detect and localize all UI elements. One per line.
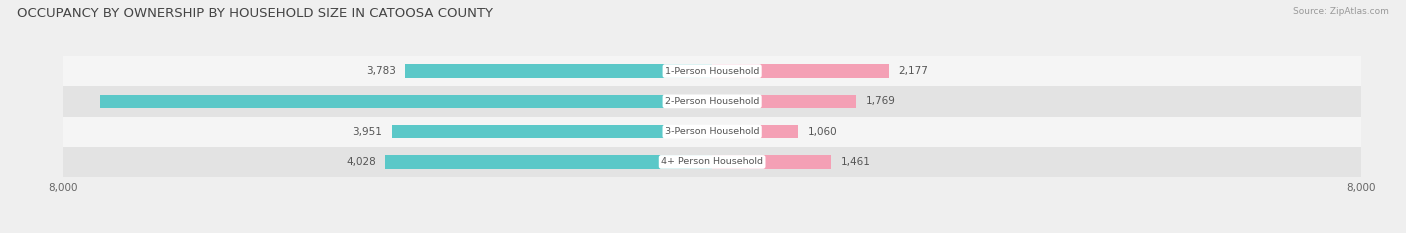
Bar	[63, 56, 1361, 86]
Bar	[63, 116, 1361, 147]
Text: 2-Person Household: 2-Person Household	[665, 97, 759, 106]
Bar	[63, 147, 1361, 177]
Bar	[392, 125, 713, 138]
Text: 4+ Person Household: 4+ Person Household	[661, 158, 763, 166]
Text: 1,769: 1,769	[865, 96, 896, 106]
Bar	[405, 64, 713, 78]
Bar	[713, 125, 799, 138]
Text: Source: ZipAtlas.com: Source: ZipAtlas.com	[1294, 7, 1389, 16]
Text: 7,546: 7,546	[696, 96, 725, 106]
Text: 4,028: 4,028	[346, 157, 375, 167]
Bar	[63, 86, 1361, 116]
Bar	[100, 95, 713, 108]
Text: 3,951: 3,951	[352, 127, 382, 137]
Bar	[713, 64, 889, 78]
Text: 2,177: 2,177	[898, 66, 928, 76]
Bar	[385, 155, 713, 169]
Text: 3-Person Household: 3-Person Household	[665, 127, 759, 136]
Text: 3,783: 3,783	[366, 66, 395, 76]
Bar	[713, 95, 856, 108]
Text: OCCUPANCY BY OWNERSHIP BY HOUSEHOLD SIZE IN CATOOSA COUNTY: OCCUPANCY BY OWNERSHIP BY HOUSEHOLD SIZE…	[17, 7, 494, 20]
Text: 1-Person Household: 1-Person Household	[665, 67, 759, 75]
Text: 1,060: 1,060	[808, 127, 838, 137]
Text: 1,461: 1,461	[841, 157, 870, 167]
Bar	[713, 155, 831, 169]
